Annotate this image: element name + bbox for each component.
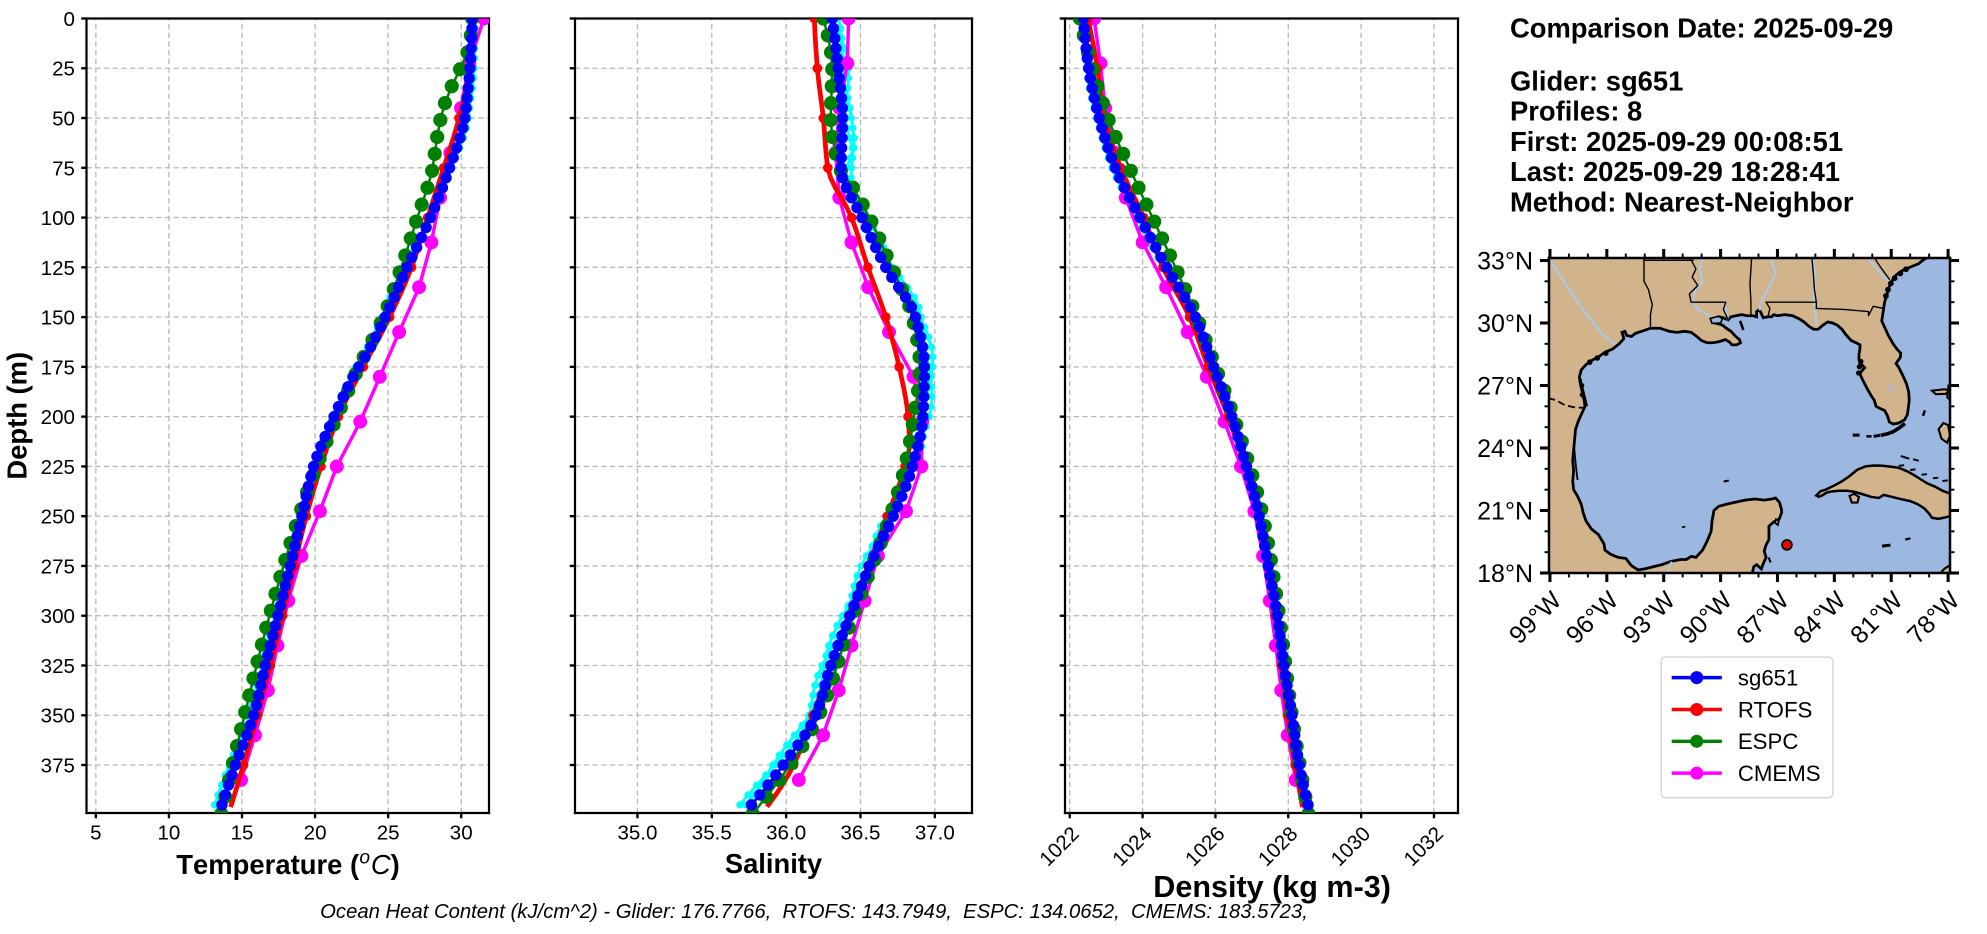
svg-text:30°N: 30°N xyxy=(1477,310,1533,338)
svg-text:Profiles: 8: Profiles: 8 xyxy=(1510,96,1642,127)
svg-text:Depth (m): Depth (m) xyxy=(2,352,33,480)
svg-text:0: 0 xyxy=(64,8,75,31)
svg-text:300: 300 xyxy=(41,605,75,628)
svg-text:37.0: 37.0 xyxy=(915,821,955,844)
svg-text:CMEMS: CMEMS xyxy=(1738,761,1821,786)
svg-text:Method: Nearest-Neighbor: Method: Nearest-Neighbor xyxy=(1510,187,1854,218)
svg-text:75: 75 xyxy=(52,157,75,180)
svg-text:50: 50 xyxy=(52,107,75,130)
svg-text:30: 30 xyxy=(450,821,473,844)
svg-text:36.0: 36.0 xyxy=(766,821,806,844)
svg-text:Ocean Heat Content (kJ/cm^2) -: Ocean Heat Content (kJ/cm^2) - Glider: 1… xyxy=(320,901,1308,923)
svg-text:350: 350 xyxy=(41,705,75,728)
svg-text:20: 20 xyxy=(304,821,327,844)
svg-text:200: 200 xyxy=(41,406,75,429)
svg-text:25: 25 xyxy=(52,58,75,81)
svg-text:35.5: 35.5 xyxy=(692,821,732,844)
svg-text:27°N: 27°N xyxy=(1477,373,1533,401)
svg-text:Last: 2025-09-29 18:28:41: Last: 2025-09-29 18:28:41 xyxy=(1510,156,1840,187)
svg-text:24°N: 24°N xyxy=(1477,435,1533,463)
svg-text:Glider: sg651: Glider: sg651 xyxy=(1510,65,1683,96)
svg-text:33°N: 33°N xyxy=(1477,248,1533,276)
svg-text:25: 25 xyxy=(377,821,400,844)
svg-text:RTOFS: RTOFS xyxy=(1738,697,1813,722)
svg-text:150: 150 xyxy=(41,307,75,330)
svg-text:100: 100 xyxy=(41,207,75,230)
svg-text:Salinity: Salinity xyxy=(725,848,823,879)
svg-text:18°N: 18°N xyxy=(1477,560,1533,588)
svg-text:15: 15 xyxy=(231,821,254,844)
svg-text:First: 2025-09-29 00:08:51: First: 2025-09-29 00:08:51 xyxy=(1510,126,1843,157)
svg-text:275: 275 xyxy=(41,555,75,578)
svg-text:325: 325 xyxy=(41,655,75,678)
svg-text:175: 175 xyxy=(41,356,75,379)
svg-text:250: 250 xyxy=(41,506,75,529)
svg-text:225: 225 xyxy=(41,456,75,479)
svg-text:T e m p: T e m p e r a t u r e ( ) o C xyxy=(176,844,405,880)
svg-text:375: 375 xyxy=(41,754,75,777)
svg-text:Density (kg m-3): Density (kg m-3) xyxy=(1153,870,1391,904)
svg-text:ESPC: ESPC xyxy=(1738,729,1799,754)
svg-text:125: 125 xyxy=(41,257,75,280)
svg-text:36.5: 36.5 xyxy=(840,821,880,844)
svg-text:sg651: sg651 xyxy=(1738,665,1799,690)
svg-text:5: 5 xyxy=(90,821,101,844)
svg-text:35.0: 35.0 xyxy=(617,821,657,844)
svg-text:10: 10 xyxy=(157,821,180,844)
svg-text:Comparison Date: 2025-09-29: Comparison Date: 2025-09-29 xyxy=(1510,13,1893,44)
svg-text:21°N: 21°N xyxy=(1477,498,1533,526)
